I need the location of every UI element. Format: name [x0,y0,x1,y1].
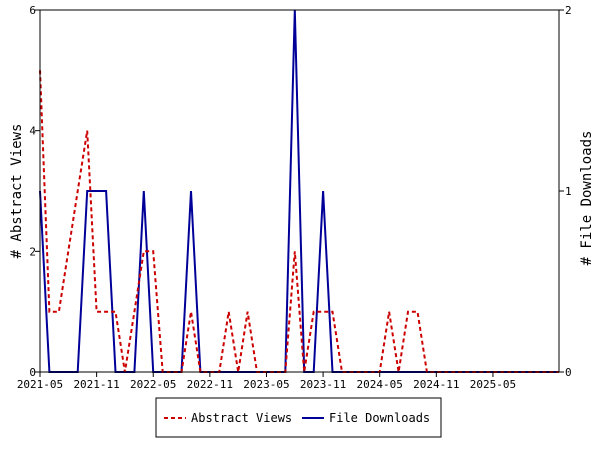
series-line-file-downloads [39,9,559,373]
x-tick-label: 2022-11 [187,378,233,391]
x-tick-label: 2021-11 [73,378,119,391]
axes-layer: 2021-05 2021-11 2022-05 2022-11 2023-05 2023-… [17,4,572,391]
y-right-tick-label: 1 [565,185,572,198]
y-left-tick-label: 2 [29,245,36,258]
y-left-tick-label: 0 [29,366,36,379]
x-tick-label: 2021-05 [17,378,63,391]
y-left-tick-label: 6 [29,4,36,17]
y-right-tick-label: 2 [565,4,572,17]
legend-box [155,397,442,438]
x-tick-label: 2023-05 [243,378,289,391]
x-tick-label: 2024-05 [357,378,403,391]
legend-label-file-downloads: File Downloads [329,411,430,425]
y-axis-right-title: # File Downloads [579,131,595,266]
x-tick-label: 2024-11 [413,378,459,391]
legend-label-abstract-views: Abstract Views [191,411,292,425]
x-tick-label: 2022-05 [130,378,176,391]
y-right-tick-label: 0 [565,366,572,379]
legend: Abstract Views File Downloads [155,397,442,438]
x-tick-label: 2025-05 [470,378,516,391]
y-axis-left-title: # Abstract Views [9,124,25,259]
x-tick-label: 2023-11 [300,378,346,391]
y-left-tick-label: 4 [29,125,36,138]
plot-layer [39,9,559,373]
